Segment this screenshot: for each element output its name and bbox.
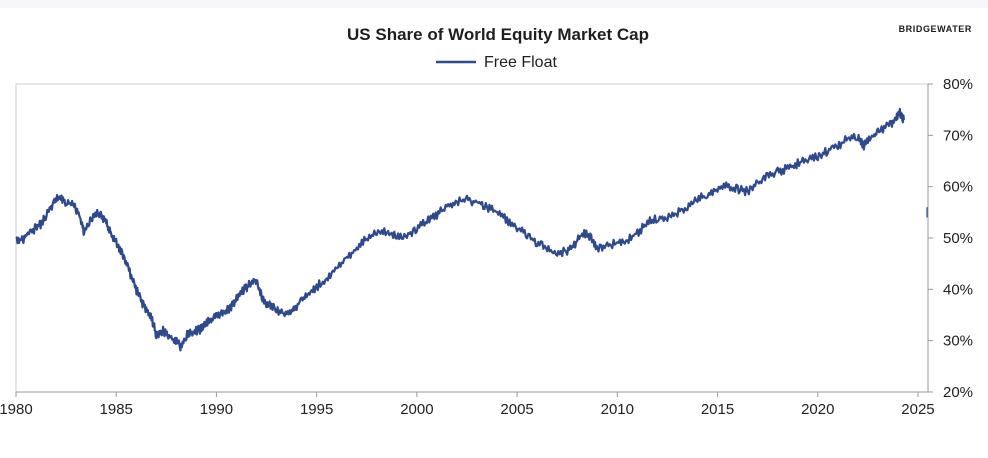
plot-frame	[15, 83, 929, 393]
x-tick-label: 2025	[901, 401, 934, 418]
x-axis-ticks: 1980 1985 1990 1995 2000 2005 2010 2015 2020 2025	[0, 392, 935, 418]
x-tick-label: 2020	[801, 401, 834, 418]
y-tick-label: 20%	[943, 384, 973, 401]
legend: Free Float	[436, 54, 557, 71]
x-tick-label: 1985	[100, 401, 133, 418]
y-tick-label: 80%	[943, 76, 973, 93]
x-tick-label: 1980	[0, 401, 33, 418]
x-tick-label: 2000	[400, 401, 433, 418]
x-tick-label: 1995	[300, 401, 333, 418]
series-layer	[15, 107, 928, 352]
y-tick-label: 30%	[943, 333, 973, 350]
brand-logo: BRIDGEWATER	[898, 24, 972, 34]
y-tick-label: 70%	[943, 127, 973, 144]
chart-title: US Share of World Equity Market Cap	[347, 25, 649, 44]
series-line-free-float	[15, 107, 905, 352]
x-tick-label: 2015	[701, 401, 734, 418]
y-tick-label: 40%	[943, 281, 973, 298]
y-tick-label: 50%	[943, 230, 973, 247]
y-axis-ticks: 20% 30% 40% 50% 60% 70% 80%	[928, 76, 973, 401]
y-tick-label: 60%	[943, 179, 973, 196]
x-tick-label: 2005	[500, 401, 533, 418]
top-strip	[0, 0, 988, 8]
x-tick-label: 1990	[200, 401, 233, 418]
legend-label-free-float: Free Float	[484, 54, 557, 71]
x-tick-label: 2010	[601, 401, 634, 418]
